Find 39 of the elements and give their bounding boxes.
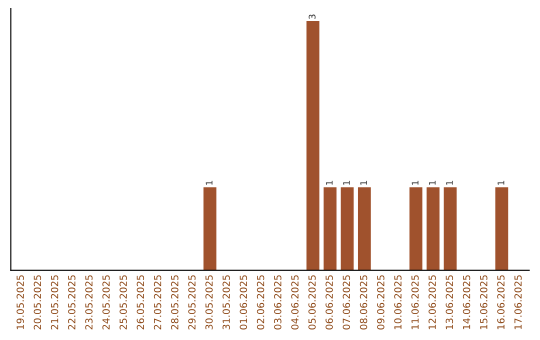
x-tick-label: 06.06.2025 [326, 275, 333, 330]
x-tick-label: 29.05.2025 [188, 275, 196, 330]
x-tick-label: 31.05.2025 [222, 275, 230, 330]
x-tick-label: 03.06.2025 [274, 275, 282, 330]
x-tick-label: 28.05.2025 [171, 275, 178, 330]
data-label: 1 [428, 180, 436, 185]
x-tick-label: 12.06.2025 [428, 275, 436, 330]
x-tick-label: 26.05.2025 [136, 275, 144, 330]
x-tick-label: 20.05.2025 [34, 275, 42, 330]
data-label: 1 [446, 180, 453, 185]
x-tick-label: 07.06.2025 [342, 275, 350, 330]
x-tick-label: 22.05.2025 [68, 275, 76, 330]
x-tick-label: 23.05.2025 [85, 275, 93, 330]
x-tick-label: 11.06.2025 [411, 275, 419, 330]
x-tick-label: 30.05.2025 [205, 275, 213, 330]
x-tick-label: 09.06.2025 [377, 275, 384, 330]
x-tick-label: 01.06.2025 [240, 275, 248, 330]
data-label: 1 [412, 180, 418, 185]
x-tick-label: 17.06.2025 [514, 275, 522, 330]
data-label: 1 [498, 180, 504, 185]
x-tick-label: 13.06.2025 [446, 275, 454, 330]
data-label: 1 [326, 180, 333, 185]
x-tick-label: 04.06.2025 [291, 275, 299, 330]
x-tick-label: 05.06.2025 [308, 275, 316, 330]
data-label: 1 [343, 180, 350, 185]
x-tick-label: 16.06.2025 [497, 275, 505, 330]
x-tick-label: 02.06.2025 [256, 275, 264, 330]
data-label: 1 [360, 180, 367, 185]
data-label: 3 [308, 14, 316, 19]
x-tick-label: 14.06.2025 [462, 275, 470, 330]
data-label: 1 [206, 180, 212, 185]
x-tick-label: 24.05.2025 [102, 275, 110, 330]
x-tick-label: 10.06.2025 [394, 275, 402, 330]
x-tick-label: 27.05.2025 [154, 275, 162, 330]
x-tick-label: 21.05.2025 [50, 275, 58, 330]
x-tick-label: 19.05.2025 [16, 275, 24, 330]
x-tick-label: 15.06.2025 [480, 275, 488, 330]
x-tick-label: 08.06.2025 [360, 275, 368, 330]
x-tick-label: 25.05.2025 [120, 275, 127, 330]
